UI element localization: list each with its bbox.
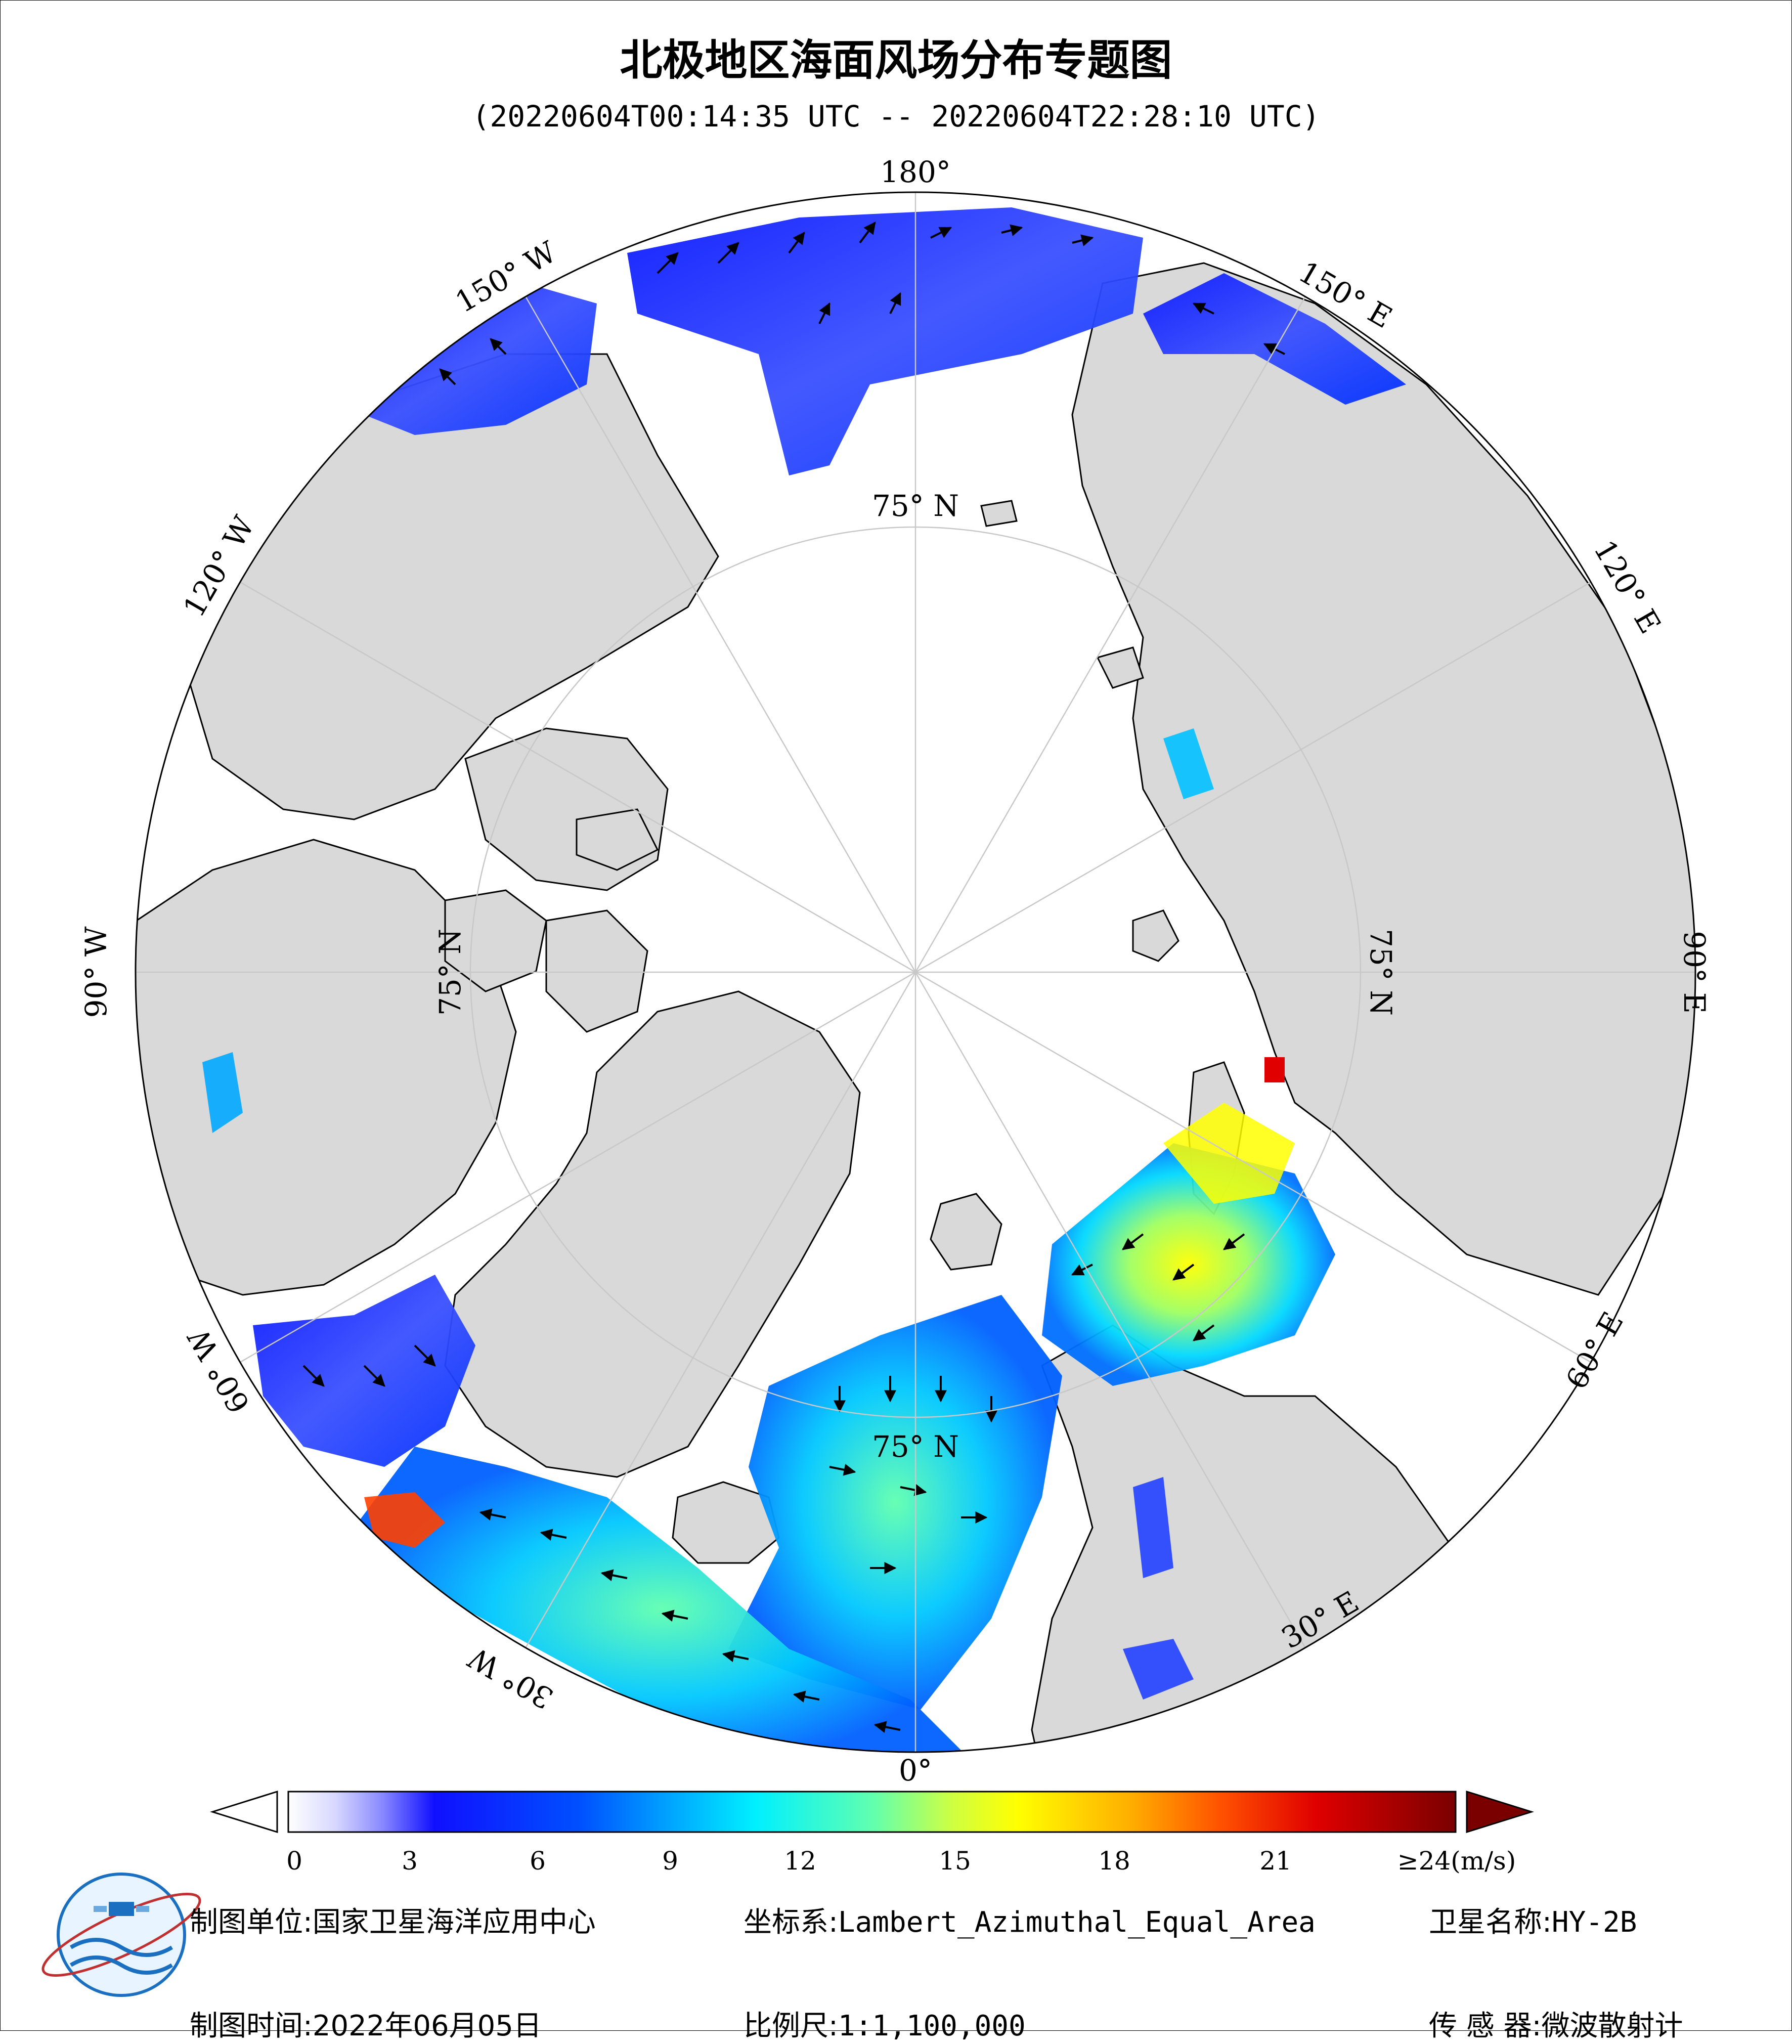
colorbar-tick-9: 9 — [662, 1846, 678, 1876]
lon-label-180: 180° — [880, 155, 951, 189]
swath-alaska-west — [364, 283, 597, 435]
colorbar-tick-18: 18 — [1098, 1846, 1130, 1876]
footer-satellite: 卫星名称:HY-2B — [1429, 1899, 1637, 1940]
lon-label-0: 0° — [899, 1753, 932, 1788]
colorbar-over-arrow — [1466, 1790, 1535, 1834]
land-svalbard — [930, 1193, 1002, 1271]
footer-sensor-value: 微波散射计 — [1541, 2010, 1683, 2042]
footer-date: 制图时间:2022年06月05日 — [190, 2003, 542, 2044]
colorbar-under-arrow — [209, 1790, 278, 1834]
land-siberia — [1071, 262, 1695, 1296]
colorbar-tick-3: 3 — [402, 1846, 418, 1876]
colorbar-tick-15: 15 — [939, 1846, 971, 1876]
land-iceland — [672, 1481, 780, 1564]
latitude-labels: 75° N 75° N 75° N 75° N — [433, 489, 1398, 1464]
swath-norwegian-sea — [728, 1295, 1062, 1710]
map-subtitle: (20220604T00:14:35 UTC -- 20220604T22:28… — [472, 99, 1320, 134]
footer-unit: 制图单位:国家卫星海洋应用中心 — [190, 1899, 596, 1940]
footer-date-value: 2022年06月05日 — [312, 2010, 542, 2042]
lat-label-top: 75° N — [872, 489, 959, 523]
wind-vectors — [302, 222, 1285, 1733]
colorbar-tick-21: 21 — [1259, 1846, 1292, 1876]
map-boundary — [135, 191, 1696, 1753]
footer-date-label: 制图时间: — [190, 2010, 313, 2042]
lat-label-right: 75° N — [1364, 929, 1398, 1016]
lat-label-bottom: 75° N — [872, 1429, 959, 1464]
swath-high-wind-greenland-tip — [364, 1492, 445, 1548]
footer-satellite-value: HY-2B — [1551, 1906, 1637, 1939]
footer-sensor: 传 感 器:微波散射计 — [1429, 2003, 1683, 2044]
map-title: 北极地区海面风场分布专题图 — [620, 35, 1172, 85]
lon-label-90e: 90° E — [1677, 931, 1712, 1014]
wind-swaths — [202, 207, 1406, 1752]
footer-crs: 坐标系:Lambert_Azimuthal_Equal_Area — [744, 1899, 1316, 1940]
colorbar-tick-0: 0 — [286, 1846, 302, 1876]
colorbar-tick-24: ≥24(m/s) — [1397, 1846, 1516, 1876]
lon-label-90w: 90° W — [79, 926, 113, 1018]
lat-label-left: 75° N — [433, 929, 467, 1016]
land-greenland — [444, 990, 861, 1478]
footer-unit-label: 制图单位: — [190, 1906, 313, 1939]
swath-bering — [627, 207, 1143, 475]
graticule — [136, 192, 1695, 1752]
footer-sensor-label: 传 感 器: — [1429, 2010, 1542, 2042]
footer-crs-label: 坐标系: — [744, 1906, 838, 1939]
footer-unit-value: 国家卫星海洋应用中心 — [312, 1906, 596, 1939]
colorbar — [209, 1790, 1535, 1834]
swath-east-siberian — [1143, 273, 1406, 405]
footer-scale-value: 1:1,100,000 — [838, 2010, 1026, 2042]
footer-crs-value: Lambert_Azimuthal_Equal_Area — [838, 1906, 1316, 1939]
colorbar-tick-12: 12 — [784, 1846, 816, 1876]
footer-satellite-label: 卫星名称: — [1429, 1906, 1552, 1939]
swath-north-atlantic — [354, 1447, 971, 1752]
nsoas-logo — [41, 1873, 201, 1997]
colorbar-bar — [287, 1791, 1457, 1833]
footer-scale: 比例尺:1:1,100,000 — [744, 2003, 1026, 2044]
swath-barents — [1042, 1143, 1335, 1386]
footer-scale-label: 比例尺: — [744, 2010, 838, 2042]
colorbar-tick-6: 6 — [530, 1846, 546, 1876]
